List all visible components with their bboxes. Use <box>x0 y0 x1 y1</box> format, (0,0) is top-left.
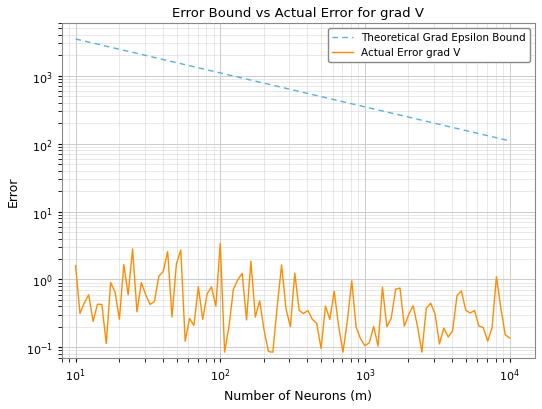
Theoretical Grad Epsilon Bound <box>506 139 513 144</box>
Actual Error grad V <box>506 336 513 341</box>
X-axis label: Number of Neurons (m): Number of Neurons (m) <box>224 389 372 402</box>
Line: Theoretical Grad Epsilon Bound: Theoretical Grad Epsilon Bound <box>75 40 509 142</box>
Line: Actual Error grad V: Actual Error grad V <box>75 244 509 352</box>
Actual Error grad V <box>173 262 179 267</box>
Theoretical Grad Epsilon Bound <box>438 123 444 128</box>
Theoretical Grad Epsilon Bound <box>74 38 80 43</box>
Actual Error grad V <box>493 274 500 279</box>
Title: Error Bound vs Actual Error for grad V: Error Bound vs Actual Error for grad V <box>172 7 424 20</box>
Actual Error grad V <box>340 350 346 355</box>
Theoretical Grad Epsilon Bound <box>331 98 337 103</box>
Actual Error grad V <box>221 350 228 355</box>
Theoretical Grad Epsilon Bound <box>338 100 345 105</box>
Theoretical Grad Epsilon Bound <box>329 98 335 103</box>
Y-axis label: Error: Error <box>7 176 20 206</box>
Actual Error grad V <box>217 241 223 246</box>
Actual Error grad V <box>72 263 79 268</box>
Actual Error grad V <box>156 274 162 279</box>
Theoretical Grad Epsilon Bound <box>466 130 472 135</box>
Theoretical Grad Epsilon Bound <box>72 37 79 42</box>
Actual Error grad V <box>305 308 311 313</box>
Actual Error grad V <box>480 326 487 330</box>
Legend: Theoretical Grad Epsilon Bound, Actual Error grad V: Theoretical Grad Epsilon Bound, Actual E… <box>328 29 530 63</box>
